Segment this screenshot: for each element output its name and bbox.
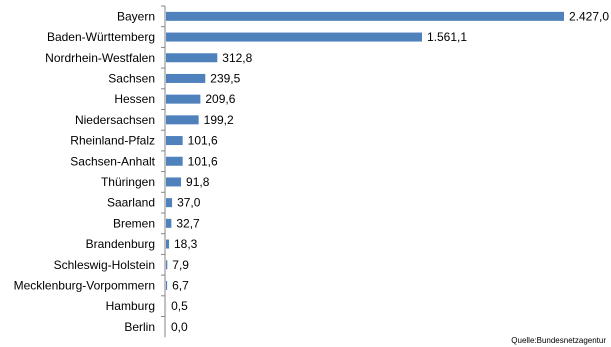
value-label: 1.561,1 (427, 30, 467, 44)
value-label: 0,5 (171, 299, 188, 313)
source-note: Quelle:Bundesnetzagentur (511, 336, 606, 345)
value-label: 6,7 (172, 278, 189, 292)
bar (166, 198, 173, 208)
category-label: Hamburg (106, 299, 155, 313)
bar (166, 115, 199, 125)
category-label: Schleswig-Holstein (54, 258, 155, 272)
category-label: Brandenburg (86, 237, 155, 251)
category-label: Sachsen-Anhalt (70, 154, 155, 168)
value-label: 199,2 (204, 113, 234, 127)
category-label: Saarland (107, 196, 155, 210)
value-label: 37,0 (177, 196, 201, 210)
bar (166, 11, 564, 21)
category-label: Sachsen (108, 71, 155, 85)
value-label: 239,5 (210, 71, 240, 85)
category-label: Berlin (124, 320, 155, 334)
category-axis (161, 5, 166, 338)
value-label: 0,0 (171, 320, 188, 334)
category-label: Bayern (117, 9, 155, 23)
bars-group (166, 11, 564, 311)
bar (166, 177, 182, 187)
value-label: 312,8 (222, 51, 252, 65)
category-label: Niedersachsen (75, 113, 155, 127)
bar (166, 156, 183, 166)
value-label: 91,8 (186, 175, 210, 189)
category-label: Nordrhein-Westfalen (45, 51, 155, 65)
category-labels: Bayern Baden-Württemberg Nordrhein-Westfal… (14, 9, 156, 334)
value-label: 101,6 (188, 154, 218, 168)
bar (166, 136, 183, 146)
category-label: Bremen (113, 216, 155, 230)
value-label: 101,6 (188, 134, 218, 148)
value-labels: 2.427,0 1.561,1 312,8 239,5 209,6 199,2 101,6 1… (171, 9, 609, 334)
value-label: 18,3 (174, 237, 198, 251)
value-label: 32,7 (176, 216, 200, 230)
bar (166, 280, 168, 290)
bar (166, 53, 218, 63)
category-label: Hessen (114, 92, 155, 106)
value-label: 2.427,0 (569, 9, 609, 23)
bar (166, 73, 206, 83)
category-label: Mecklenburg-Vorpommern (14, 278, 155, 292)
bar (166, 239, 170, 249)
bar (166, 218, 172, 228)
bar (166, 260, 168, 270)
value-label: 209,6 (205, 92, 235, 106)
bar (166, 94, 201, 104)
category-label: Rheinland-Pfalz (70, 134, 155, 148)
category-label: Thüringen (101, 175, 155, 189)
value-label: 7,9 (172, 258, 189, 272)
category-label: Baden-Württemberg (47, 30, 155, 44)
bar (166, 32, 423, 42)
